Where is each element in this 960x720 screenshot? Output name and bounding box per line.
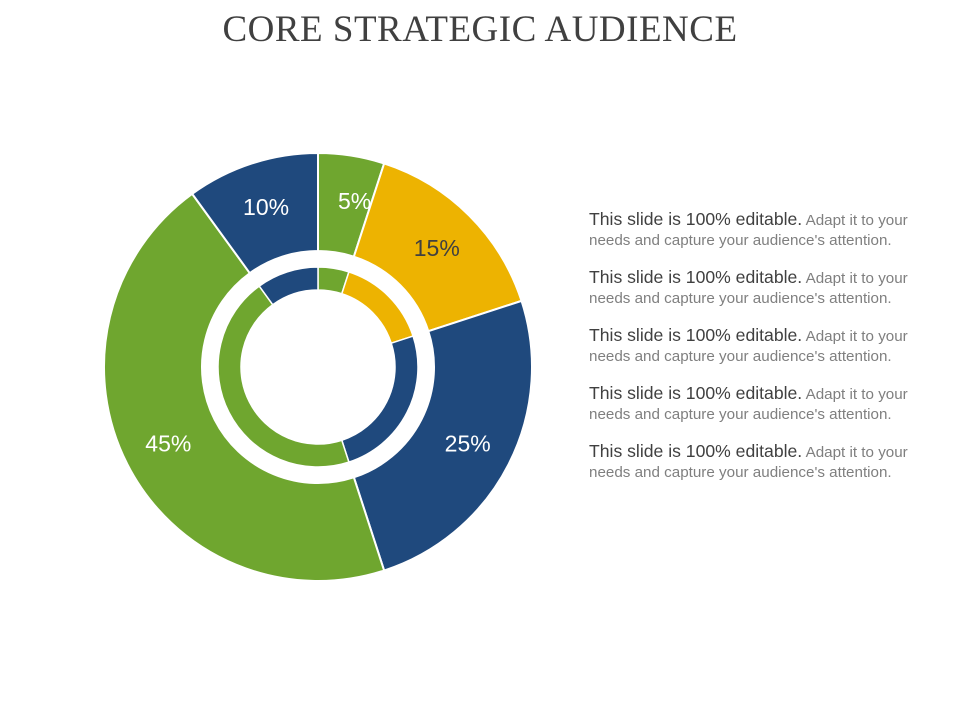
- text-item: This slide is 100% editable. Adapt it to…: [589, 267, 909, 308]
- text-item-lead: This slide is 100% editable.: [589, 267, 803, 287]
- outer-ring-slice-3: [103, 192, 386, 582]
- text-item-lead: This slide is 100% editable.: [589, 441, 803, 461]
- text-item-body: Adapt it to your needs and capture your …: [589, 212, 908, 249]
- text-item-body: Adapt it to your needs and capture your …: [589, 328, 908, 365]
- text-item-lead: This slide is 100% editable.: [589, 209, 803, 229]
- inner-ring-slice-3: [217, 285, 350, 468]
- text-item-body: Adapt it to your needs and capture your …: [589, 444, 908, 481]
- text-item: This slide is 100% editable. Adapt it to…: [589, 209, 909, 250]
- outer-ring-slice-4: [191, 152, 319, 275]
- slice-label-4: 10%: [243, 194, 289, 220]
- slice-label-0: 5%: [338, 188, 371, 214]
- text-item: This slide is 100% editable. Adapt it to…: [589, 383, 909, 424]
- text-panel: This slide is 100% editable. Adapt it to…: [589, 209, 909, 500]
- text-item: This slide is 100% editable. Adapt it to…: [589, 441, 909, 482]
- text-item-body: Adapt it to your needs and capture your …: [589, 270, 908, 307]
- inner-ring-slice-4: [258, 266, 319, 306]
- slice-label-1: 15%: [414, 235, 460, 261]
- text-item-body: Adapt it to your needs and capture your …: [589, 386, 908, 423]
- outer-ring-slice-2: [352, 299, 533, 572]
- page-title: CORE STRATEGIC AUDIENCE: [222, 9, 738, 50]
- slice-label-2: 25%: [445, 430, 491, 456]
- slice-label-3: 45%: [145, 430, 191, 456]
- text-item: This slide is 100% editable. Adapt it to…: [589, 325, 909, 366]
- text-item-lead: This slide is 100% editable.: [589, 325, 803, 345]
- text-item-lead: This slide is 100% editable.: [589, 383, 803, 403]
